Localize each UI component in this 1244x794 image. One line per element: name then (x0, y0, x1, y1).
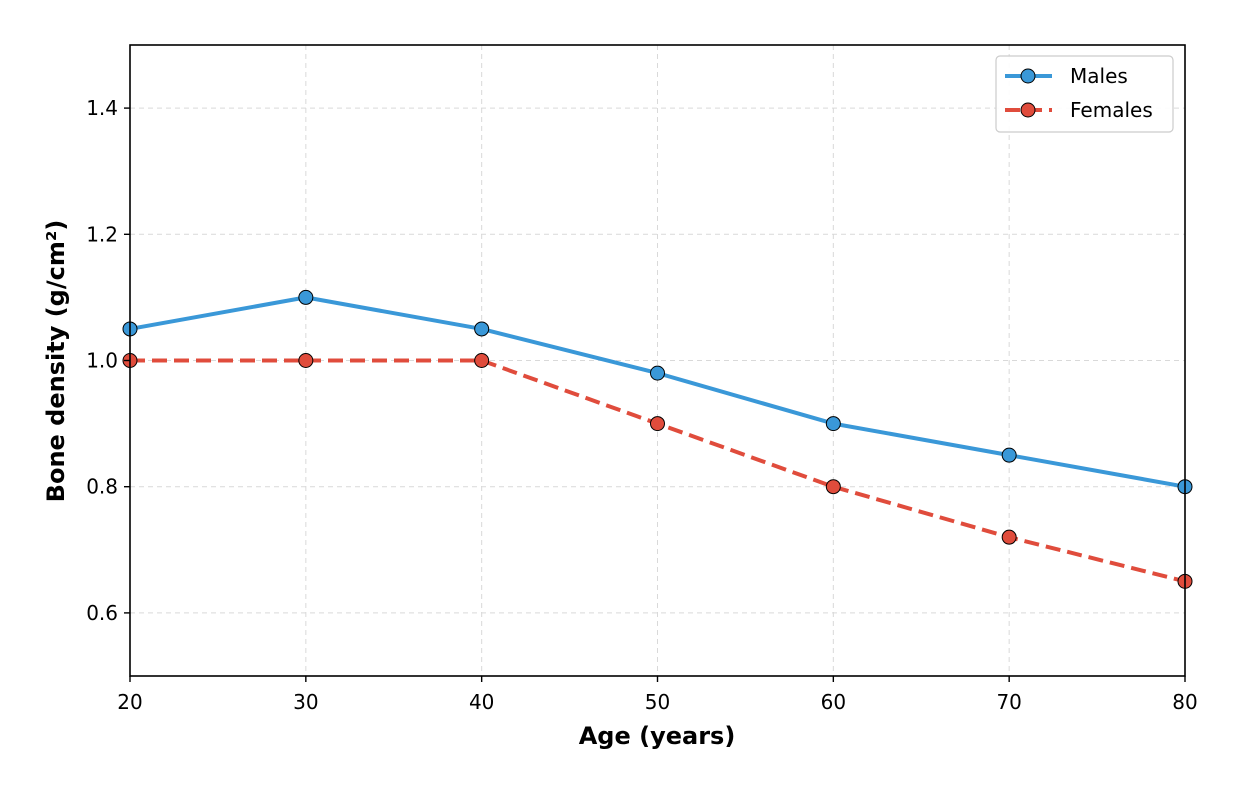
series-layer (122, 289, 1193, 589)
x-tick-label: 60 (821, 690, 846, 714)
y-tick-label: 1.4 (86, 96, 118, 120)
x-tick-label: 40 (469, 690, 494, 714)
x-tick-label: 50 (645, 690, 670, 714)
males-point (825, 416, 841, 432)
legend-females-label: Females (1070, 98, 1153, 122)
y-tick-label: 1.0 (86, 349, 118, 373)
males-point (1001, 447, 1017, 463)
legend-males-label: Males (1070, 64, 1128, 88)
x-tick-label: 80 (1172, 690, 1197, 714)
y-axis-ticks: 0.6 0.8 1.0 1.2 1.4 (86, 96, 130, 625)
females-point (474, 353, 490, 368)
males-point (650, 365, 665, 381)
males-point (298, 289, 314, 305)
males-point (474, 321, 490, 337)
x-tick-label: 30 (293, 690, 318, 714)
x-axis-ticks: 20 30 40 50 60 70 80 (117, 676, 1198, 714)
y-tick-label: 0.8 (86, 475, 118, 499)
y-axis-title: Bone density (g/cm²) (42, 220, 70, 503)
x-tick-label: 70 (996, 690, 1021, 714)
x-tick-label: 20 (117, 690, 142, 714)
y-tick-label: 1.2 (86, 222, 118, 246)
legend-females-marker (1020, 102, 1036, 118)
females-point (298, 353, 314, 368)
females-point (825, 479, 841, 495)
females-point (650, 416, 665, 432)
legend: Males Females (995, 55, 1174, 133)
legend-males-marker (1020, 68, 1036, 84)
females-point (1001, 529, 1017, 545)
y-tick-label: 0.6 (86, 601, 118, 625)
x-axis-title: Age (years) (579, 722, 736, 750)
